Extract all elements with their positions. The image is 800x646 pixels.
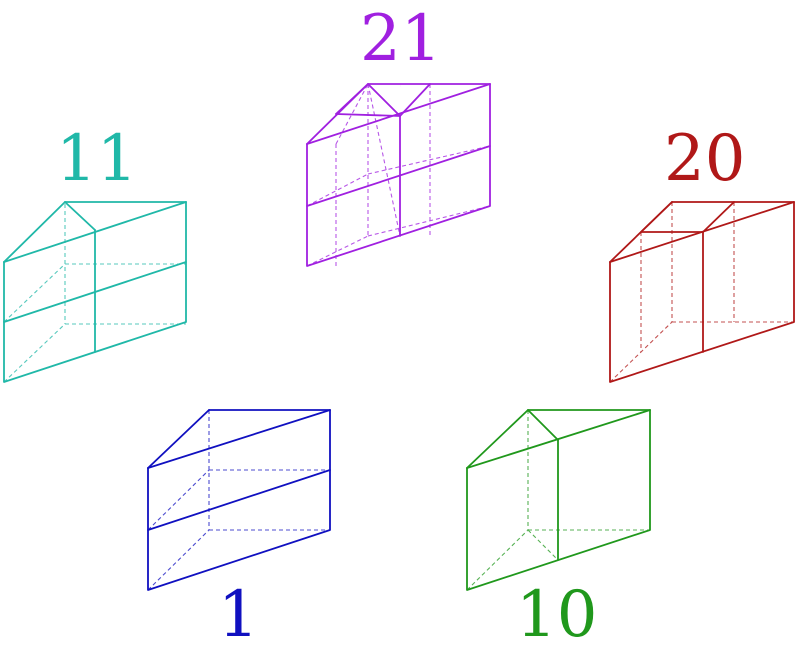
prism-20-label: 20 (664, 122, 745, 196)
prism-1-solid-edges (147, 409, 331, 591)
prism-1-label: 1 (218, 578, 259, 646)
prism-11-solid-edges (3, 201, 187, 383)
prism-11-dashed-edges (3, 204, 186, 383)
prism-20-solid-edges (609, 201, 795, 383)
prism-11-label: 11 (56, 122, 137, 196)
prism-20-dashed-edges (609, 202, 794, 383)
prism-1: 1 (147, 409, 331, 646)
prism-21-label: 21 (360, 2, 441, 76)
prism-11: 11 (3, 122, 187, 383)
prism-10-solid-edges (466, 409, 651, 591)
prism-21-solid-edges (306, 83, 491, 267)
prism-10-dashed-edges (466, 410, 650, 591)
prism-21: 21 (306, 2, 491, 268)
prism-10: 10 (466, 409, 651, 646)
prism-10-label: 10 (516, 578, 597, 646)
prism-20: 20 (609, 122, 795, 383)
